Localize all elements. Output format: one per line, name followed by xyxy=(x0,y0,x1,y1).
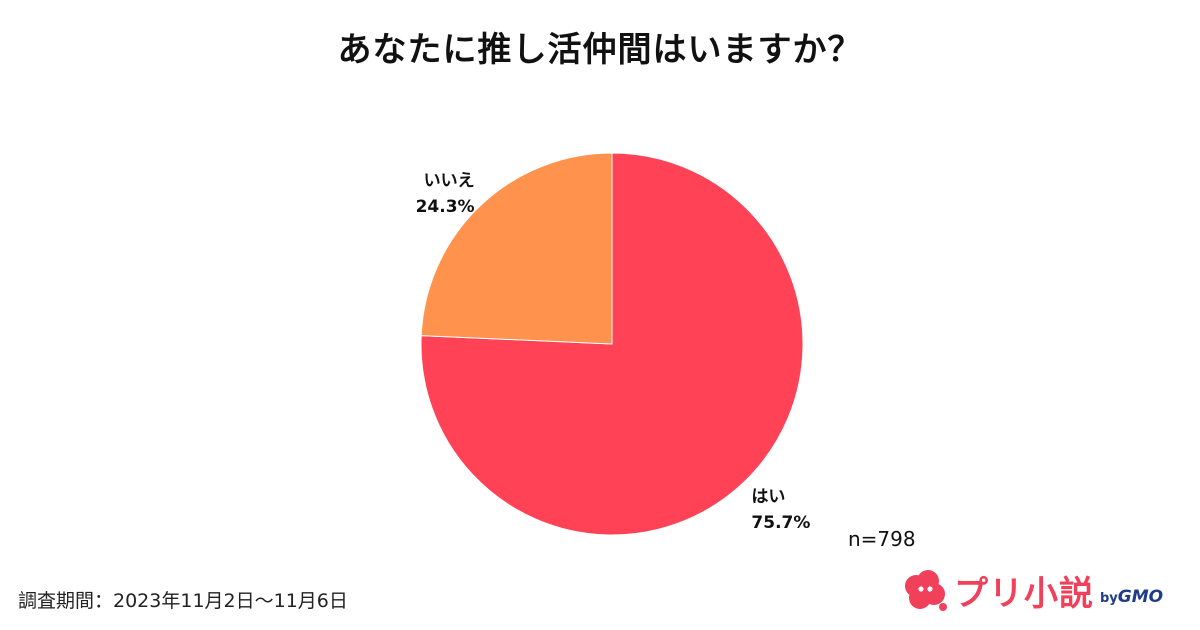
slice-label-1: いいえ xyxy=(424,171,475,191)
brand-by: byGMO xyxy=(1100,587,1164,607)
pie-slice-1 xyxy=(420,152,613,345)
brand-logo: プリ小説 byGMO xyxy=(898,562,1188,618)
survey-period: 調査期間：2023年11月2日～11月6日 xyxy=(18,590,348,612)
sample-size: n=798 xyxy=(848,527,916,551)
slice-label-0: はい xyxy=(751,487,785,507)
slice-value-1: 24.3% xyxy=(416,197,475,217)
brand-name: プリ小説 xyxy=(954,573,1094,614)
slice-value-0: 75.7% xyxy=(751,513,810,533)
cloud-logo-icon xyxy=(905,570,947,611)
chart-title: あなたに推し活仲間はいますか？ xyxy=(337,30,863,70)
